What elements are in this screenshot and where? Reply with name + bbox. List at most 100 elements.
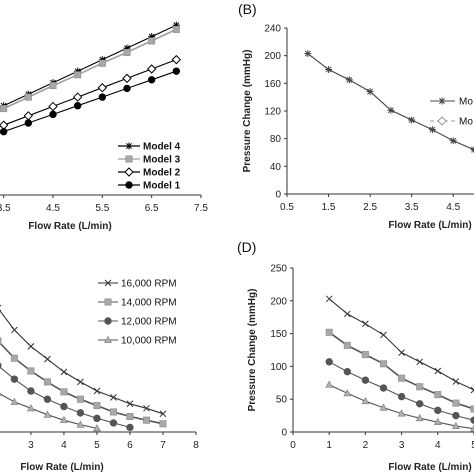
data-point bbox=[304, 50, 312, 58]
x-tick-label: 5 bbox=[94, 440, 100, 451]
data-point bbox=[0, 105, 8, 113]
data-point bbox=[76, 420, 85, 428]
legend-marker bbox=[104, 317, 112, 325]
data-point bbox=[379, 384, 388, 392]
y-tick-label: 240 bbox=[264, 24, 281, 35]
y-tick-label: 250 bbox=[270, 264, 287, 275]
data-point bbox=[76, 395, 84, 403]
data-point bbox=[397, 409, 406, 417]
legend-label: Mo bbox=[459, 117, 473, 128]
data-point bbox=[10, 354, 18, 362]
x-tick-label: 1.5 bbox=[322, 202, 336, 213]
legend-marker bbox=[125, 142, 133, 150]
data-point bbox=[93, 414, 101, 423]
x-tick-label: 6.5 bbox=[145, 203, 159, 214]
x-tick-label: 4 bbox=[435, 440, 441, 451]
data-point bbox=[147, 76, 156, 84]
data-point bbox=[398, 349, 405, 356]
series-10-000-rpm bbox=[0, 392, 101, 432]
x-tick-label: 0.5 bbox=[280, 202, 294, 213]
data-point bbox=[27, 367, 35, 375]
data-point bbox=[428, 126, 436, 134]
x-tick-label: 8 bbox=[193, 440, 199, 451]
data-point bbox=[126, 413, 134, 421]
data-point bbox=[343, 389, 352, 397]
data-point bbox=[449, 137, 457, 145]
x-tick-label: 1 bbox=[326, 440, 332, 451]
data-point bbox=[23, 111, 34, 121]
panel-label-d: (D) bbox=[237, 239, 256, 255]
series-model-3 bbox=[0, 25, 180, 113]
x-axis-label: Flow Rate (L/min) bbox=[388, 220, 471, 231]
legend-label: Mo bbox=[459, 97, 473, 108]
data-point bbox=[60, 368, 68, 376]
data-point bbox=[361, 351, 369, 359]
legend-label: 10,000 RPM bbox=[121, 336, 177, 347]
data-point bbox=[109, 419, 118, 427]
data-point bbox=[361, 376, 370, 384]
y-tick-label: 0 bbox=[275, 190, 281, 201]
legend-label: Model 2 bbox=[143, 168, 181, 179]
y-tick-label: 200 bbox=[264, 51, 281, 62]
data-point bbox=[159, 410, 167, 418]
data-point bbox=[93, 424, 101, 432]
data-point bbox=[379, 360, 387, 368]
data-point bbox=[345, 76, 353, 84]
data-point bbox=[98, 59, 106, 67]
data-point bbox=[10, 397, 19, 405]
x-tick-label: 7.5 bbox=[194, 203, 208, 214]
data-point bbox=[470, 146, 474, 154]
series-12-000-rpm bbox=[0, 362, 134, 432]
data-point bbox=[470, 424, 474, 432]
series-line-0 bbox=[304, 50, 474, 154]
data-point bbox=[10, 375, 19, 383]
data-point bbox=[60, 402, 68, 411]
x-tick-label: 5.5 bbox=[95, 203, 109, 214]
x-tick-label: 5 bbox=[471, 440, 474, 451]
series-line bbox=[307, 53, 474, 151]
data-point bbox=[74, 67, 82, 75]
legend-label: 14,000 RPM bbox=[121, 298, 177, 309]
data-point bbox=[325, 358, 333, 366]
panel-c: 3 4 5 6 7 8 Flow Rate (L/min) 16,000 RPM 14,000 … bbox=[0, 279, 199, 473]
data-point bbox=[142, 416, 150, 424]
data-point bbox=[434, 367, 442, 375]
data-point bbox=[60, 415, 68, 424]
data-point bbox=[416, 383, 424, 391]
y-tick-label: 50 bbox=[276, 395, 288, 406]
x-tick-label: 3 bbox=[399, 440, 405, 451]
data-point bbox=[380, 331, 387, 339]
data-point bbox=[366, 88, 374, 96]
y-axis-label: Pressure Change (mmHg) bbox=[247, 289, 258, 412]
data-point bbox=[171, 54, 182, 65]
data-point bbox=[49, 82, 57, 90]
data-point bbox=[110, 394, 117, 401]
data-point bbox=[452, 399, 460, 407]
data-point bbox=[0, 337, 2, 345]
data-point bbox=[27, 343, 35, 350]
legend-label: Model 3 bbox=[143, 155, 181, 166]
x-tick-label: 3.5 bbox=[405, 202, 419, 213]
data-point bbox=[72, 92, 83, 102]
panel-label-b: (B) bbox=[238, 1, 257, 17]
data-point bbox=[77, 378, 84, 386]
data-point bbox=[148, 37, 156, 45]
y-tick-label: 200 bbox=[270, 296, 287, 307]
data-point bbox=[93, 387, 101, 395]
data-point bbox=[452, 378, 460, 385]
panel-a: 3.5 4.5 5.5 6.5 7.5 Flow Rate (L/min) Model 4 M… bbox=[0, 21, 208, 232]
data-point bbox=[325, 328, 333, 336]
y-tick-label: 160 bbox=[264, 79, 281, 90]
series-16-000-rpm bbox=[0, 304, 167, 418]
data-point bbox=[325, 66, 333, 73]
series-line bbox=[0, 59, 177, 128]
data-point bbox=[361, 396, 370, 405]
data-point bbox=[123, 44, 131, 52]
data-point bbox=[0, 127, 8, 136]
data-point bbox=[379, 403, 388, 411]
x-axis-label: Flow Rate (L/min) bbox=[20, 462, 103, 473]
data-point bbox=[325, 380, 334, 388]
data-point bbox=[74, 71, 82, 79]
data-point bbox=[49, 110, 57, 119]
data-point bbox=[126, 423, 134, 432]
